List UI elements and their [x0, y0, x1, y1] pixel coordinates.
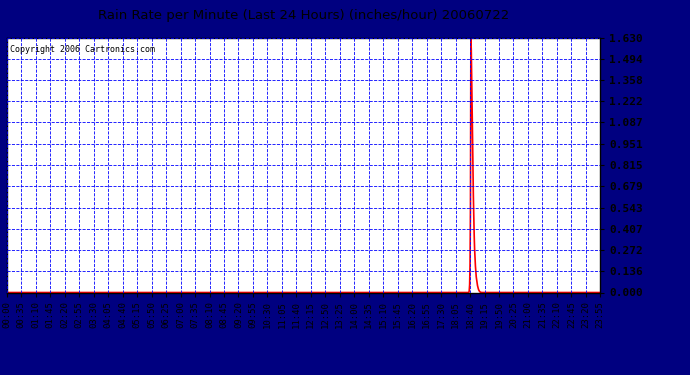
Text: Copyright 2006 Cartronics.com: Copyright 2006 Cartronics.com — [10, 45, 155, 54]
Text: Rain Rate per Minute (Last 24 Hours) (inches/hour) 20060722: Rain Rate per Minute (Last 24 Hours) (in… — [98, 9, 509, 22]
